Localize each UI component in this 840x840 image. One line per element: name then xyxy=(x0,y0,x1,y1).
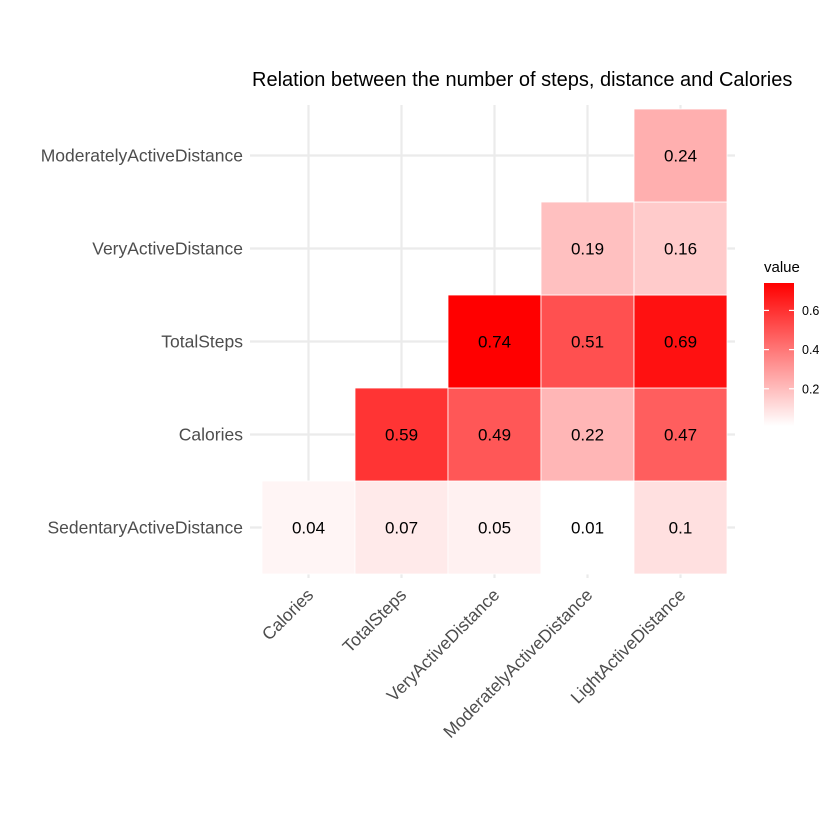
cell-value-labels: 0.04 0.07 0.05 0.01 0.1 0.59 0.49 0.22 0.47 0.74 0… xyxy=(292,147,697,538)
cell-value-label: 0.59 xyxy=(385,426,418,445)
heatmap-cell xyxy=(540,201,635,296)
y-tick-label: Calories xyxy=(179,425,243,445)
legend-tick-label: 0.2 xyxy=(802,382,819,396)
legend-tick-label: 0.6 xyxy=(802,304,819,318)
heatmap-cell xyxy=(633,480,728,575)
cell-value-label: 0.74 xyxy=(478,333,511,352)
y-tick-label: ModeratelyActiveDistance xyxy=(41,146,243,166)
x-tick-label: ModeratelyActiveDistance xyxy=(439,585,596,742)
chart-title: Relation between the number of steps, di… xyxy=(252,69,792,91)
heatmap-cell xyxy=(633,387,728,482)
heatmap-cell xyxy=(354,480,449,575)
legend-colorbar xyxy=(764,283,794,426)
x-tick-label: TotalSteps xyxy=(338,585,410,657)
cell-value-label: 0.1 xyxy=(669,519,693,538)
heatmap-cell xyxy=(540,294,635,389)
heatmap-cell xyxy=(633,108,728,203)
heatmap-cell xyxy=(540,480,635,575)
cell-value-label: 0.19 xyxy=(571,240,604,259)
cell-value-label: 0.49 xyxy=(478,426,511,445)
x-axis-tick-labels: Calories TotalStepsVeryActiveDistanceMode… xyxy=(258,585,690,742)
cell-value-label: 0.05 xyxy=(478,519,511,538)
cell-value-label: 0.16 xyxy=(664,240,697,259)
legend-tick-label: 0.4 xyxy=(802,343,819,357)
y-tick-label: TotalSteps xyxy=(161,332,243,352)
cell-value-label: 0.51 xyxy=(571,333,604,352)
heatmap-cell xyxy=(447,480,542,575)
heatmap-cell xyxy=(447,294,542,389)
legend-ticks: 0.2 0.4 0.6 xyxy=(764,304,819,396)
y-axis-tick-labels: SedentaryActiveDistance Calories TotalStep… xyxy=(41,146,244,538)
cell-value-label: 0.22 xyxy=(571,426,604,445)
x-tick-label: Calories xyxy=(258,585,318,645)
cell-value-label: 0.47 xyxy=(664,426,697,445)
heatmap-cell xyxy=(633,294,728,389)
heatmap-cell xyxy=(447,387,542,482)
cell-value-label: 0.24 xyxy=(664,147,697,166)
heatmap-cell xyxy=(354,387,449,482)
y-tick-label: SedentaryActiveDistance xyxy=(47,518,243,538)
cell-value-label: 0.04 xyxy=(292,519,325,538)
heatmap-cell xyxy=(540,387,635,482)
y-tick-label: VeryActiveDistance xyxy=(92,239,243,259)
legend-title: value xyxy=(764,259,800,276)
cell-value-label: 0.01 xyxy=(571,519,604,538)
color-legend: value 0.2 0.4 0.6 xyxy=(764,259,819,426)
cell-value-label: 0.69 xyxy=(664,333,697,352)
heatmap-cell xyxy=(261,480,356,575)
cell-value-label: 0.07 xyxy=(385,519,418,538)
heatmap-cells xyxy=(261,108,728,575)
